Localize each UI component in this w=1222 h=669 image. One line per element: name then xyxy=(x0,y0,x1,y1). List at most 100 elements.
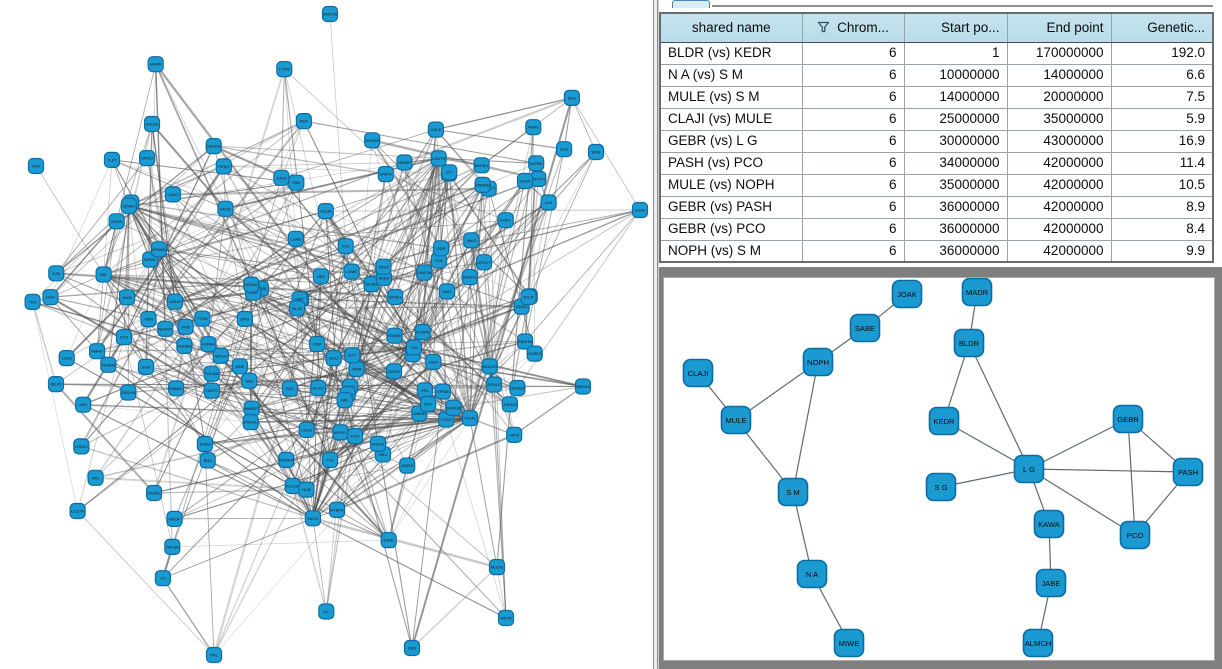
graph-node[interactable]: AJEDE xyxy=(143,115,161,133)
graph-node[interactable]: RTBPD xyxy=(329,501,346,518)
graph-node[interactable]: SGB xyxy=(137,358,155,375)
network-node-noph[interactable]: NOPH xyxy=(802,347,834,377)
graph-node[interactable]: ASLM xyxy=(317,203,334,220)
table-cell-shared-name[interactable]: CLAJI (vs) MULE xyxy=(659,107,803,131)
table-cell-start-po[interactable]: 30000000 xyxy=(903,129,1008,153)
graph-node[interactable]: DHG xyxy=(236,310,253,328)
graph-node[interactable]: WSPS xyxy=(377,166,394,183)
network-node-bldr[interactable]: BLDR xyxy=(953,328,985,358)
network-node-joak[interactable]: JOAK xyxy=(891,279,923,309)
network-edge-gebr-pco[interactable] xyxy=(1127,418,1136,536)
table-row[interactable]: GEBR (vs) PCO 6 36000000 42000000 8.4 xyxy=(659,217,1214,241)
graph-node[interactable]: MGPB xyxy=(528,155,545,172)
graph-node[interactable]: MJEPH xyxy=(461,269,478,286)
graph-node[interactable]: SRL xyxy=(416,382,433,399)
graph-node[interactable]: BNS xyxy=(199,452,216,469)
network-edge-gebr-l-g[interactable] xyxy=(1028,418,1129,470)
graph-node[interactable]: PRHOL xyxy=(242,414,259,431)
graph-node[interactable]: KTNPS xyxy=(414,323,431,341)
table-cell-shared-name[interactable]: GEBR (vs) PCO xyxy=(659,217,803,241)
table-cell-chrom[interactable]: 6 xyxy=(801,63,905,87)
table-cell-chrom[interactable]: 6 xyxy=(801,239,905,263)
graph-node[interactable]: NRL xyxy=(336,392,353,409)
graph-node[interactable]: BEJO xyxy=(47,376,65,393)
graph-node[interactable]: NUB xyxy=(298,481,315,498)
graph-node[interactable]: TKSA xyxy=(375,258,392,275)
graph-node[interactable]: UPLDT xyxy=(475,254,493,271)
graph-node[interactable]: LRDDJ xyxy=(73,438,90,455)
table-cell-chrom[interactable]: 6 xyxy=(801,217,905,241)
graph-node[interactable]: RAJ xyxy=(87,469,104,486)
graph-node[interactable]: TJUAL xyxy=(461,410,479,427)
network-node-madr[interactable]: MADR xyxy=(961,278,993,307)
table-cell-end-point[interactable]: 170000000 xyxy=(1006,41,1112,65)
table-cell-end-point[interactable]: 35000000 xyxy=(1006,107,1112,131)
graph-node[interactable]: PPB xyxy=(177,318,194,335)
table-cell-genetic[interactable]: 9.9 xyxy=(1110,239,1214,263)
graph-node[interactable]: MPLM xyxy=(212,347,229,364)
graph-node[interactable]: ULK xyxy=(540,194,557,211)
graph-node[interactable]: BKPBU xyxy=(473,157,490,174)
table-cell-genetic[interactable]: 8.4 xyxy=(1110,217,1214,241)
graph-node[interactable]: PRL xyxy=(205,646,223,664)
filter-funnel-icon[interactable] xyxy=(817,21,830,33)
graph-node[interactable]: KEPEL xyxy=(332,424,349,441)
graph-node[interactable]: OSP xyxy=(309,335,326,353)
graph-node[interactable]: HGDAO xyxy=(243,276,260,293)
table-cell-genetic[interactable]: 8.9 xyxy=(1110,195,1214,219)
graph-node[interactable]: NKPA xyxy=(108,213,125,230)
graph-node[interactable]: JWLEB xyxy=(164,538,181,556)
graph-node[interactable]: TLET xyxy=(103,151,121,168)
graph-node[interactable]: ORR xyxy=(433,240,450,257)
graph-node[interactable]: DDT xyxy=(420,395,437,413)
graph-node[interactable]: DSOH xyxy=(385,363,403,380)
table-row[interactable]: NOPH (vs) S M 6 36000000 42000000 9.9 xyxy=(659,239,1214,263)
table-row[interactable]: GEBR (vs) L G 6 30000000 43000000 16.9 xyxy=(659,129,1214,153)
table-cell-start-po[interactable]: 1 xyxy=(903,41,1008,65)
table-cell-end-point[interactable]: 20000000 xyxy=(1006,85,1112,109)
graph-node[interactable]: WULOD xyxy=(481,358,498,375)
table-row[interactable]: N A (vs) S M 6 10000000 14000000 6.6 xyxy=(659,63,1214,87)
table-cell-shared-name[interactable]: GEBR (vs) L G xyxy=(659,129,803,153)
graph-node[interactable]: OMJKL xyxy=(145,484,163,502)
table-cell-genetic[interactable]: 5.9 xyxy=(1110,107,1214,131)
graph-node[interactable]: KNJ xyxy=(337,238,354,255)
table-cell-chrom[interactable]: 6 xyxy=(801,107,905,131)
table-cell-start-po[interactable]: 36000000 xyxy=(903,195,1008,219)
network-node-kedr[interactable]: KEDR xyxy=(928,406,960,436)
graph-node[interactable]: EJND xyxy=(380,531,397,549)
table-cell-chrom[interactable]: 6 xyxy=(801,151,905,175)
graph-node[interactable]: JPAR xyxy=(348,360,365,378)
network-node-l-g[interactable]: L G xyxy=(1013,454,1045,484)
graph-node[interactable]: TOLMA xyxy=(203,365,220,382)
network-edge-l-g-pco[interactable] xyxy=(1028,468,1136,536)
graph-node[interactable]: OOAEO xyxy=(509,379,526,397)
table-cell-shared-name[interactable]: NOPH (vs) S M xyxy=(659,239,803,263)
graph-node[interactable]: RBBHW xyxy=(516,333,534,350)
table-row[interactable]: CLAJI (vs) MULE 6 25000000 35000000 5.9 xyxy=(659,107,1214,131)
graph-node[interactable]: PKKO xyxy=(215,158,232,175)
network-node-kawa[interactable]: KAWA xyxy=(1033,509,1065,539)
graph-node[interactable]: SDWKW xyxy=(278,451,294,468)
table-cell-shared-name[interactable]: MULE (vs) S M xyxy=(659,85,803,109)
graph-node[interactable]: RMOTA xyxy=(321,5,339,23)
table-cell-genetic[interactable]: 11.4 xyxy=(1110,151,1214,175)
network-node-pash[interactable]: PASH xyxy=(1172,457,1204,487)
graph-node[interactable]: EBSHM xyxy=(120,384,137,401)
table-cell-start-po[interactable]: 10000000 xyxy=(903,63,1008,87)
graph-node[interactable]: HHNRP xyxy=(364,132,381,149)
table-cell-shared-name[interactable]: BLDR (vs) KEDR xyxy=(659,41,803,65)
graph-node[interactable]: MAG xyxy=(463,232,480,249)
table-row[interactable]: PASH (vs) PCO 6 34000000 42000000 11.4 xyxy=(659,151,1214,175)
graph-node[interactable]: LMAOA xyxy=(416,264,433,281)
graph-node[interactable]: DPMWL xyxy=(150,241,168,258)
graph-node[interactable]: DTT xyxy=(344,347,361,364)
table-row[interactable]: GEBR (vs) PASH 6 36000000 42000000 8.9 xyxy=(659,195,1214,219)
table-cell-shared-name[interactable]: PASH (vs) PCO xyxy=(659,151,803,175)
graph-node[interactable]: ALPO xyxy=(310,379,327,397)
graph-node[interactable]: AJDS xyxy=(273,169,290,186)
graph-node[interactable]: LTSW xyxy=(276,60,293,78)
graph-node[interactable]: UULTR xyxy=(69,502,86,520)
graph-node[interactable]: JTT xyxy=(441,164,458,181)
graph-node[interactable]: LEDO xyxy=(298,421,315,438)
